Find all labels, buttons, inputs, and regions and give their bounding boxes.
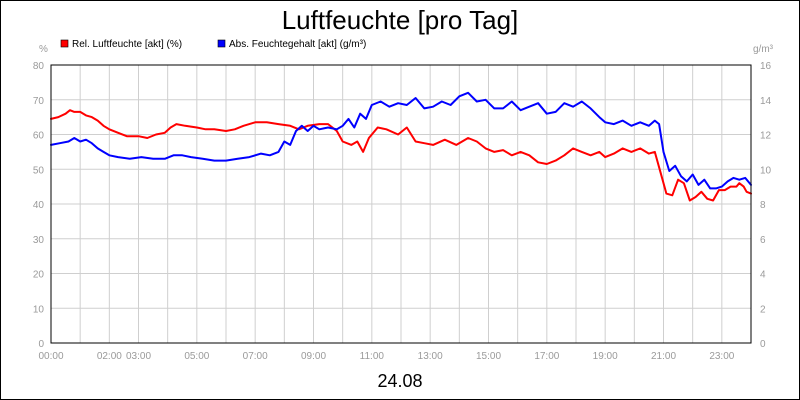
series-line — [50, 109, 752, 202]
x-tick-label: 07:00 — [243, 351, 268, 362]
x-tick-label: 13:00 — [418, 351, 443, 362]
series-group — [50, 91, 752, 202]
y-left-tick-label: 80 — [33, 61, 45, 72]
x-tick-label: 02:00 — [97, 351, 122, 362]
x-tick-label: 03:00 — [126, 351, 151, 362]
x-tick-label: 17:00 — [534, 351, 559, 362]
y-left-tick-label: 10 — [33, 304, 45, 315]
y-right-tick-label: 6 — [760, 235, 766, 246]
x-tick-label: 11:00 — [360, 351, 385, 362]
x-tick-label: 23:00 — [709, 351, 734, 362]
y-left-tick-label: 60 — [33, 131, 45, 142]
y-right-tick-label: 4 — [760, 270, 766, 281]
chart-date-label: 24.08 — [377, 371, 422, 391]
legend: Rel. Luftfeuchte [akt] (%) Abs. Feuchtege… — [60, 39, 366, 50]
legend-swatch — [60, 39, 69, 48]
axis-ticks: 0 10 20 30 40 50 60 70 80 0 2 4 6 8 10 12 14 16 00:00 02:00… — [33, 61, 772, 362]
x-tick-label: 09:00 — [301, 351, 326, 362]
legend-label: Abs. Feuchtegehalt [akt] (g/m³) — [229, 39, 366, 50]
y-right-unit: g/m³ — [753, 44, 774, 55]
chart-title: Luftfeuchte [pro Tag] — [282, 5, 519, 35]
x-tick-label: 21:00 — [651, 351, 676, 362]
x-tick-label: 19:00 — [593, 351, 618, 362]
y-right-tick-label: 2 — [760, 304, 766, 315]
y-right-tick-label: 8 — [760, 200, 766, 211]
legend-label: Rel. Luftfeuchte [akt] (%) — [72, 39, 182, 50]
y-right-tick-label: 0 — [760, 339, 766, 350]
x-tick-label: 15:00 — [476, 351, 501, 362]
y-right-tick-label: 12 — [760, 131, 772, 142]
grid — [51, 65, 751, 343]
y-left-tick-label: 40 — [33, 200, 45, 211]
x-tick-label: 00:00 — [38, 351, 63, 362]
y-left-tick-label: 50 — [33, 165, 45, 176]
y-left-tick-label: 0 — [38, 339, 44, 350]
legend-swatch — [217, 39, 226, 48]
y-left-tick-label: 30 — [33, 235, 45, 246]
y-right-tick-label: 14 — [760, 96, 772, 107]
y-left-tick-label: 20 — [33, 270, 45, 281]
plot-frame — [50, 64, 752, 344]
y-right-tick-label: 16 — [760, 61, 772, 72]
series-line — [50, 91, 752, 190]
y-right-tick-label: 10 — [760, 165, 772, 176]
y-left-unit: % — [39, 44, 48, 55]
x-tick-label: 05:00 — [184, 351, 209, 362]
y-left-tick-label: 70 — [33, 96, 45, 107]
